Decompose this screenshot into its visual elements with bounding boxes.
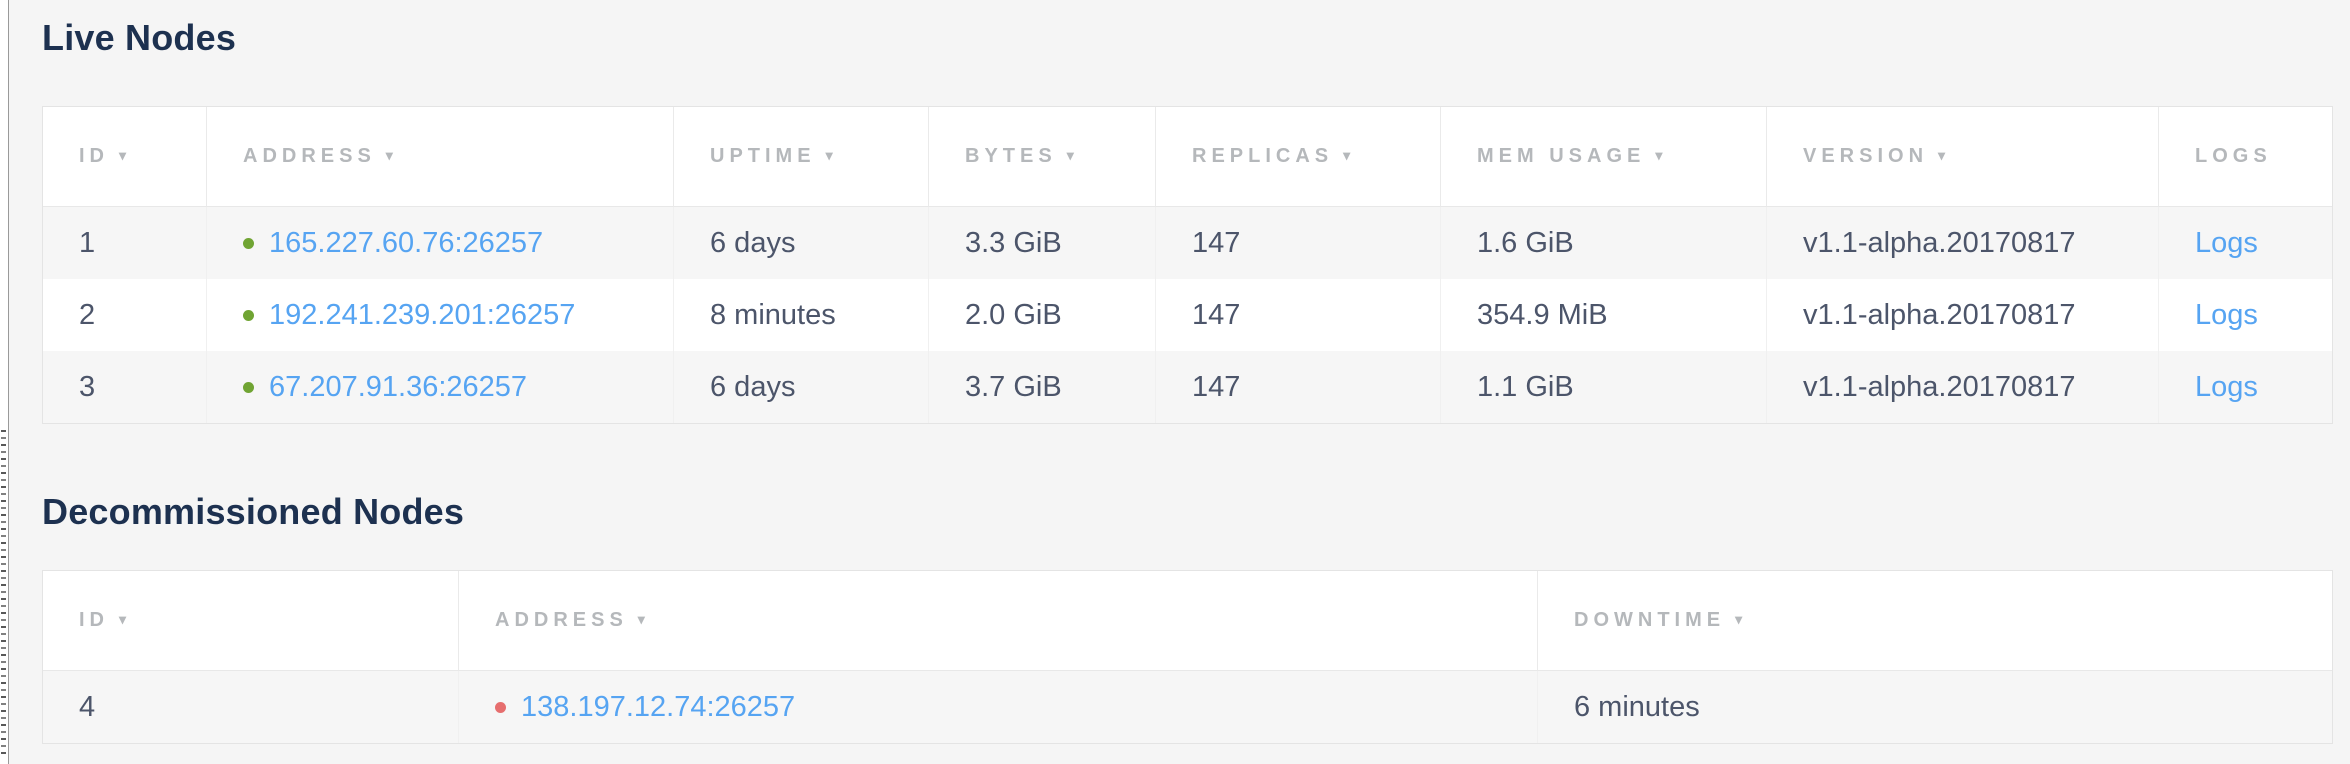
- nodes-page: Live Nodes ID ▾ ADDRESS ▾ UPTIME ▾ BYTES ▾ R…: [42, 0, 2333, 744]
- node-uptime-cell: 6 days: [673, 207, 928, 279]
- sort-arrow-icon: ▾: [1066, 147, 1074, 163]
- sort-arrow-icon: ▾: [1343, 147, 1351, 163]
- column-header-id[interactable]: ID ▾: [43, 107, 206, 207]
- live-nodes-table: ID ▾ ADDRESS ▾ UPTIME ▾ BYTES ▾ REPLICAS ▾ ME…: [42, 106, 2333, 424]
- sort-arrow-icon: ▾: [637, 611, 645, 627]
- table-row: 2 192.241.239.201:26257 8 minutes 2.0 Gi…: [43, 279, 2332, 351]
- node-id-cell: 1: [43, 207, 206, 279]
- column-header-downtime[interactable]: DOWNTIME ▾: [1537, 571, 2332, 671]
- node-replicas-cell: 147: [1155, 207, 1440, 279]
- node-logs-cell: Logs: [2158, 207, 2332, 279]
- live-status-dot-icon: [243, 237, 254, 249]
- node-bytes-cell: 2.0 GiB: [928, 279, 1155, 351]
- window-edge-strip: [0, 0, 9, 764]
- column-header-version[interactable]: VERSION ▾: [1766, 107, 2158, 207]
- node-address-link[interactable]: 165.227.60.76:26257: [269, 226, 544, 259]
- sort-arrow-icon: ▾: [825, 147, 833, 163]
- column-header-bytes[interactable]: BYTES ▾: [928, 107, 1155, 207]
- node-bytes-cell: 3.7 GiB: [928, 351, 1155, 423]
- sort-arrow-icon: ▾: [385, 147, 393, 163]
- node-address-link[interactable]: 192.241.239.201:26257: [269, 298, 576, 331]
- node-address-cell: 67.207.91.36:26257: [206, 351, 673, 423]
- node-mem-usage-cell: 354.9 MiB: [1440, 279, 1766, 351]
- node-replicas-cell: 147: [1155, 279, 1440, 351]
- node-id-cell: 3: [43, 351, 206, 423]
- node-uptime-cell: 8 minutes: [673, 279, 928, 351]
- node-version-cell: v1.1-alpha.20170817: [1766, 351, 2158, 423]
- column-header-logs: LOGS: [2158, 107, 2332, 207]
- sort-arrow-icon: ▾: [119, 611, 127, 627]
- sort-arrow-icon: ▾: [1735, 611, 1743, 627]
- node-uptime-cell: 6 days: [673, 351, 928, 423]
- decommissioned-nodes-table: ID ▾ ADDRESS ▾ DOWNTIME ▾ 4 138.197.12.74:2…: [42, 570, 2333, 744]
- node-version-cell: v1.1-alpha.20170817: [1766, 207, 2158, 279]
- decommissioned-header-row: ID ▾ ADDRESS ▾ DOWNTIME ▾: [43, 571, 2332, 671]
- table-row: 4 138.197.12.74:26257 6 minutes: [43, 671, 2332, 743]
- sort-arrow-icon: ▾: [1938, 147, 1946, 163]
- node-address-link[interactable]: 67.207.91.36:26257: [269, 370, 528, 403]
- live-status-dot-icon: [243, 309, 254, 321]
- live-nodes-header-row: ID ▾ ADDRESS ▾ UPTIME ▾ BYTES ▾ REPLICAS ▾ ME…: [43, 107, 2332, 207]
- node-logs-cell: Logs: [2158, 279, 2332, 351]
- node-mem-usage-cell: 1.1 GiB: [1440, 351, 1766, 423]
- node-mem-usage-cell: 1.6 GiB: [1440, 207, 1766, 279]
- node-address-cell: 192.241.239.201:26257: [206, 279, 673, 351]
- column-header-uptime[interactable]: UPTIME ▾: [673, 107, 928, 207]
- node-bytes-cell: 3.3 GiB: [928, 207, 1155, 279]
- window-edge-ticks: [1, 430, 6, 756]
- sort-arrow-icon: ▾: [119, 147, 127, 163]
- logs-link[interactable]: Logs: [2195, 298, 2258, 331]
- node-address-cell: 165.227.60.76:26257: [206, 207, 673, 279]
- node-version-cell: v1.1-alpha.20170817: [1766, 279, 2158, 351]
- node-logs-cell: Logs: [2158, 351, 2332, 423]
- table-row: 3 67.207.91.36:26257 6 days 3.7 GiB 147 …: [43, 351, 2332, 423]
- decommissioned-status-dot-icon: [495, 701, 506, 713]
- live-nodes-title: Live Nodes: [42, 17, 237, 58]
- sort-arrow-icon: ▾: [1655, 147, 1663, 163]
- column-header-replicas[interactable]: REPLICAS ▾: [1155, 107, 1440, 207]
- node-id-cell: 2: [43, 279, 206, 351]
- column-header-id[interactable]: ID ▾: [43, 571, 458, 671]
- node-address-link[interactable]: 138.197.12.74:26257: [521, 690, 796, 723]
- column-header-address[interactable]: ADDRESS ▾: [458, 571, 1537, 671]
- logs-link[interactable]: Logs: [2195, 370, 2258, 403]
- node-downtime-cell: 6 minutes: [1537, 671, 2332, 743]
- node-id-cell: 4: [43, 671, 458, 743]
- column-header-mem-usage[interactable]: MEM USAGE ▾: [1440, 107, 1766, 207]
- node-address-cell: 138.197.12.74:26257: [458, 671, 1537, 743]
- node-replicas-cell: 147: [1155, 351, 1440, 423]
- table-row: 1 165.227.60.76:26257 6 days 3.3 GiB 147…: [43, 207, 2332, 279]
- column-header-address[interactable]: ADDRESS ▾: [206, 107, 673, 207]
- logs-link[interactable]: Logs: [2195, 226, 2258, 259]
- live-status-dot-icon: [243, 381, 254, 393]
- decommissioned-nodes-title: Decommissioned Nodes: [42, 491, 465, 532]
